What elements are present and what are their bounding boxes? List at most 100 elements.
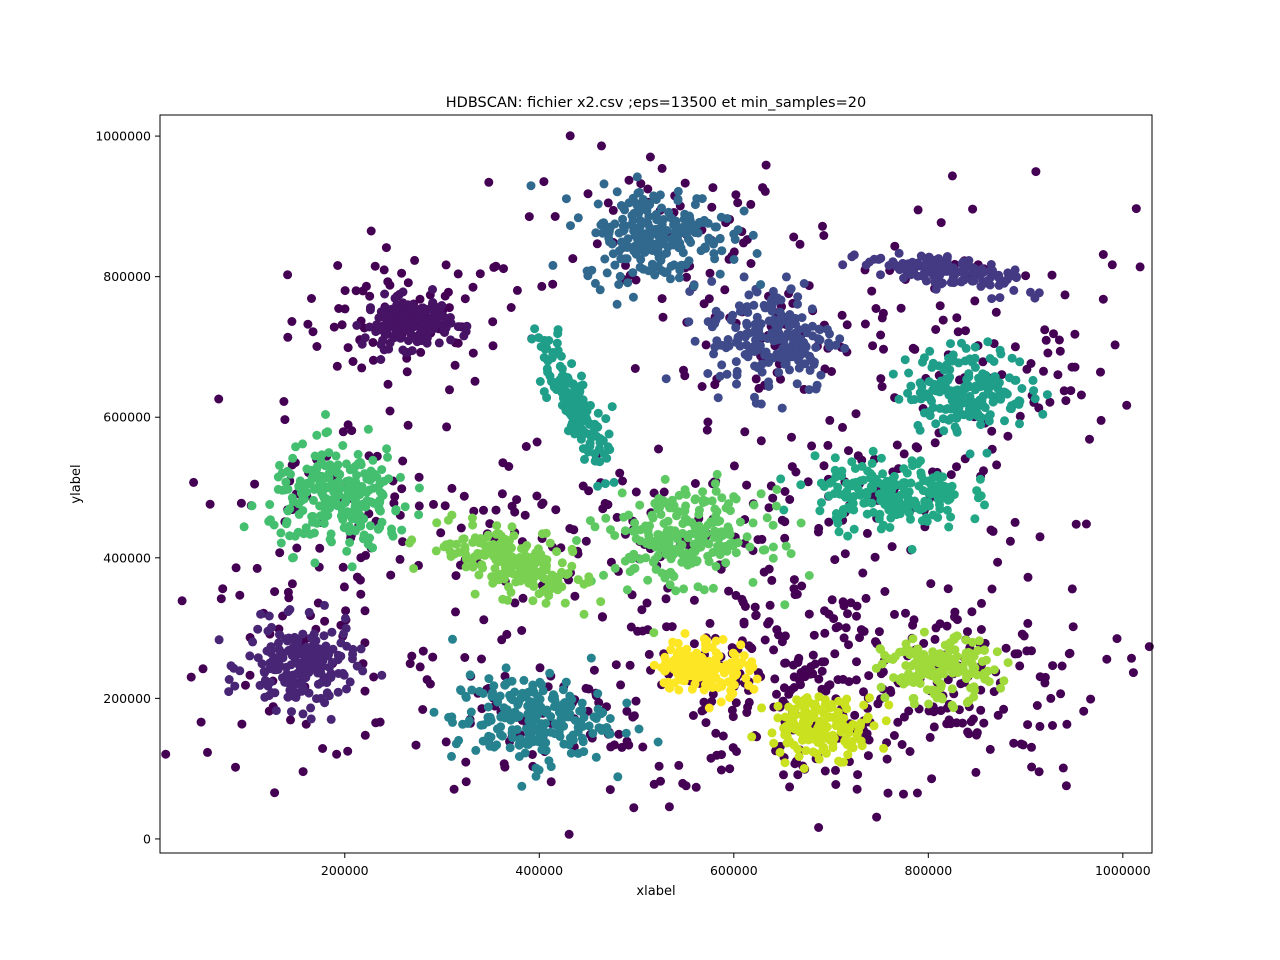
cluster-9-point: [368, 469, 378, 479]
cluster-11-point: [557, 558, 567, 568]
noise-point: [518, 593, 528, 603]
noise-point: [861, 593, 871, 603]
cluster-3-point: [804, 385, 814, 395]
cluster-1-point: [306, 703, 316, 713]
cluster-10-point: [643, 575, 653, 585]
noise-point: [871, 304, 881, 313]
cluster-13-point: [806, 733, 816, 743]
noise-point: [642, 598, 652, 608]
noise-point: [724, 586, 734, 596]
noise-point: [970, 296, 980, 306]
cluster-10-point: [665, 503, 675, 513]
cluster-5-point: [577, 733, 587, 743]
cluster-5-point: [454, 735, 464, 745]
cluster-1-point: [235, 666, 245, 676]
noise-point: [890, 609, 899, 619]
noise-point: [500, 762, 510, 772]
cluster-7-point: [1017, 384, 1027, 393]
cluster-6-point: [569, 424, 579, 434]
noise-point: [770, 674, 780, 684]
noise-point: [1043, 348, 1053, 358]
noise-point: [1009, 738, 1019, 748]
cluster-7-point: [888, 369, 898, 379]
noise-point: [784, 689, 794, 699]
cluster-4-point: [748, 230, 758, 240]
noise-point: [814, 823, 824, 832]
noise-point: [488, 341, 498, 351]
cluster-3-point: [690, 336, 700, 346]
cluster-3-point: [753, 363, 763, 373]
cluster-10-point: [665, 580, 675, 590]
noise-point: [710, 380, 720, 390]
cluster-9-point: [291, 442, 301, 452]
cluster-3-point: [745, 343, 754, 353]
noise-point: [622, 706, 632, 716]
cluster-11-point: [405, 538, 414, 548]
noise-point: [1102, 654, 1112, 664]
cluster-11-point: [460, 544, 470, 554]
cluster-1-point: [316, 668, 326, 678]
cluster-11-point: [596, 597, 606, 607]
cluster-0-point: [428, 285, 437, 294]
x-tick-label: 400000: [515, 863, 563, 878]
cluster-11-point: [432, 518, 442, 528]
cluster-8-point: [935, 504, 945, 514]
cluster-10-point: [654, 494, 664, 503]
noise-point: [270, 587, 280, 597]
cluster-7-point: [1029, 386, 1039, 396]
cluster-0-point: [428, 313, 438, 323]
noise-point: [931, 325, 941, 334]
noise-point: [532, 491, 542, 501]
cluster-3-point: [731, 323, 741, 333]
cluster-4-point: [610, 219, 620, 229]
cluster-9-point: [387, 524, 396, 534]
noise-point: [987, 584, 997, 594]
noise-point: [1027, 762, 1037, 772]
noise-point: [774, 630, 783, 640]
cluster-6-point: [607, 402, 617, 412]
cluster-9-point: [369, 483, 379, 493]
cluster-12-point: [981, 655, 991, 665]
cluster-3-point: [813, 334, 823, 344]
cluster-11-point: [485, 541, 494, 551]
noise-point: [315, 543, 325, 553]
noise-point: [896, 303, 906, 313]
cluster-11-point: [649, 628, 659, 638]
noise-point: [1066, 386, 1076, 396]
cluster-8-point: [838, 505, 848, 514]
cluster-0-point: [365, 322, 375, 332]
cluster-10-point: [715, 516, 725, 526]
cluster-10-point: [804, 571, 814, 580]
noise-point: [418, 705, 428, 714]
noise-point: [351, 286, 361, 296]
noise-point: [843, 609, 852, 619]
noise-point: [738, 597, 748, 607]
noise-point: [637, 605, 647, 615]
cluster-5-point: [559, 739, 569, 749]
cluster-8-point: [892, 510, 902, 520]
y-tick-label: 400000: [103, 550, 151, 565]
cluster-3-point: [798, 345, 808, 354]
noise-point: [889, 731, 899, 740]
cluster-4-point: [671, 225, 681, 234]
noise-point: [1046, 693, 1056, 703]
noise-point: [645, 152, 655, 162]
cluster-14-point: [739, 651, 749, 661]
cluster-3-point: [787, 352, 797, 362]
noise-point: [963, 627, 972, 637]
cluster-9-point: [282, 517, 292, 527]
cluster-3-point: [740, 332, 750, 342]
cluster-10-point: [762, 513, 772, 523]
noise-point: [731, 190, 741, 200]
noise-point: [341, 606, 351, 616]
cluster-1-point: [264, 611, 274, 621]
cluster-10-point: [712, 507, 722, 516]
cluster-1-point: [263, 626, 273, 636]
cluster-0-point: [380, 289, 390, 299]
noise-point: [196, 717, 206, 727]
cluster-3-point: [793, 299, 802, 309]
cluster-13-point: [830, 712, 839, 722]
noise-point: [1021, 271, 1031, 281]
cluster-1-point: [245, 651, 255, 661]
cluster-8-point: [975, 474, 985, 484]
